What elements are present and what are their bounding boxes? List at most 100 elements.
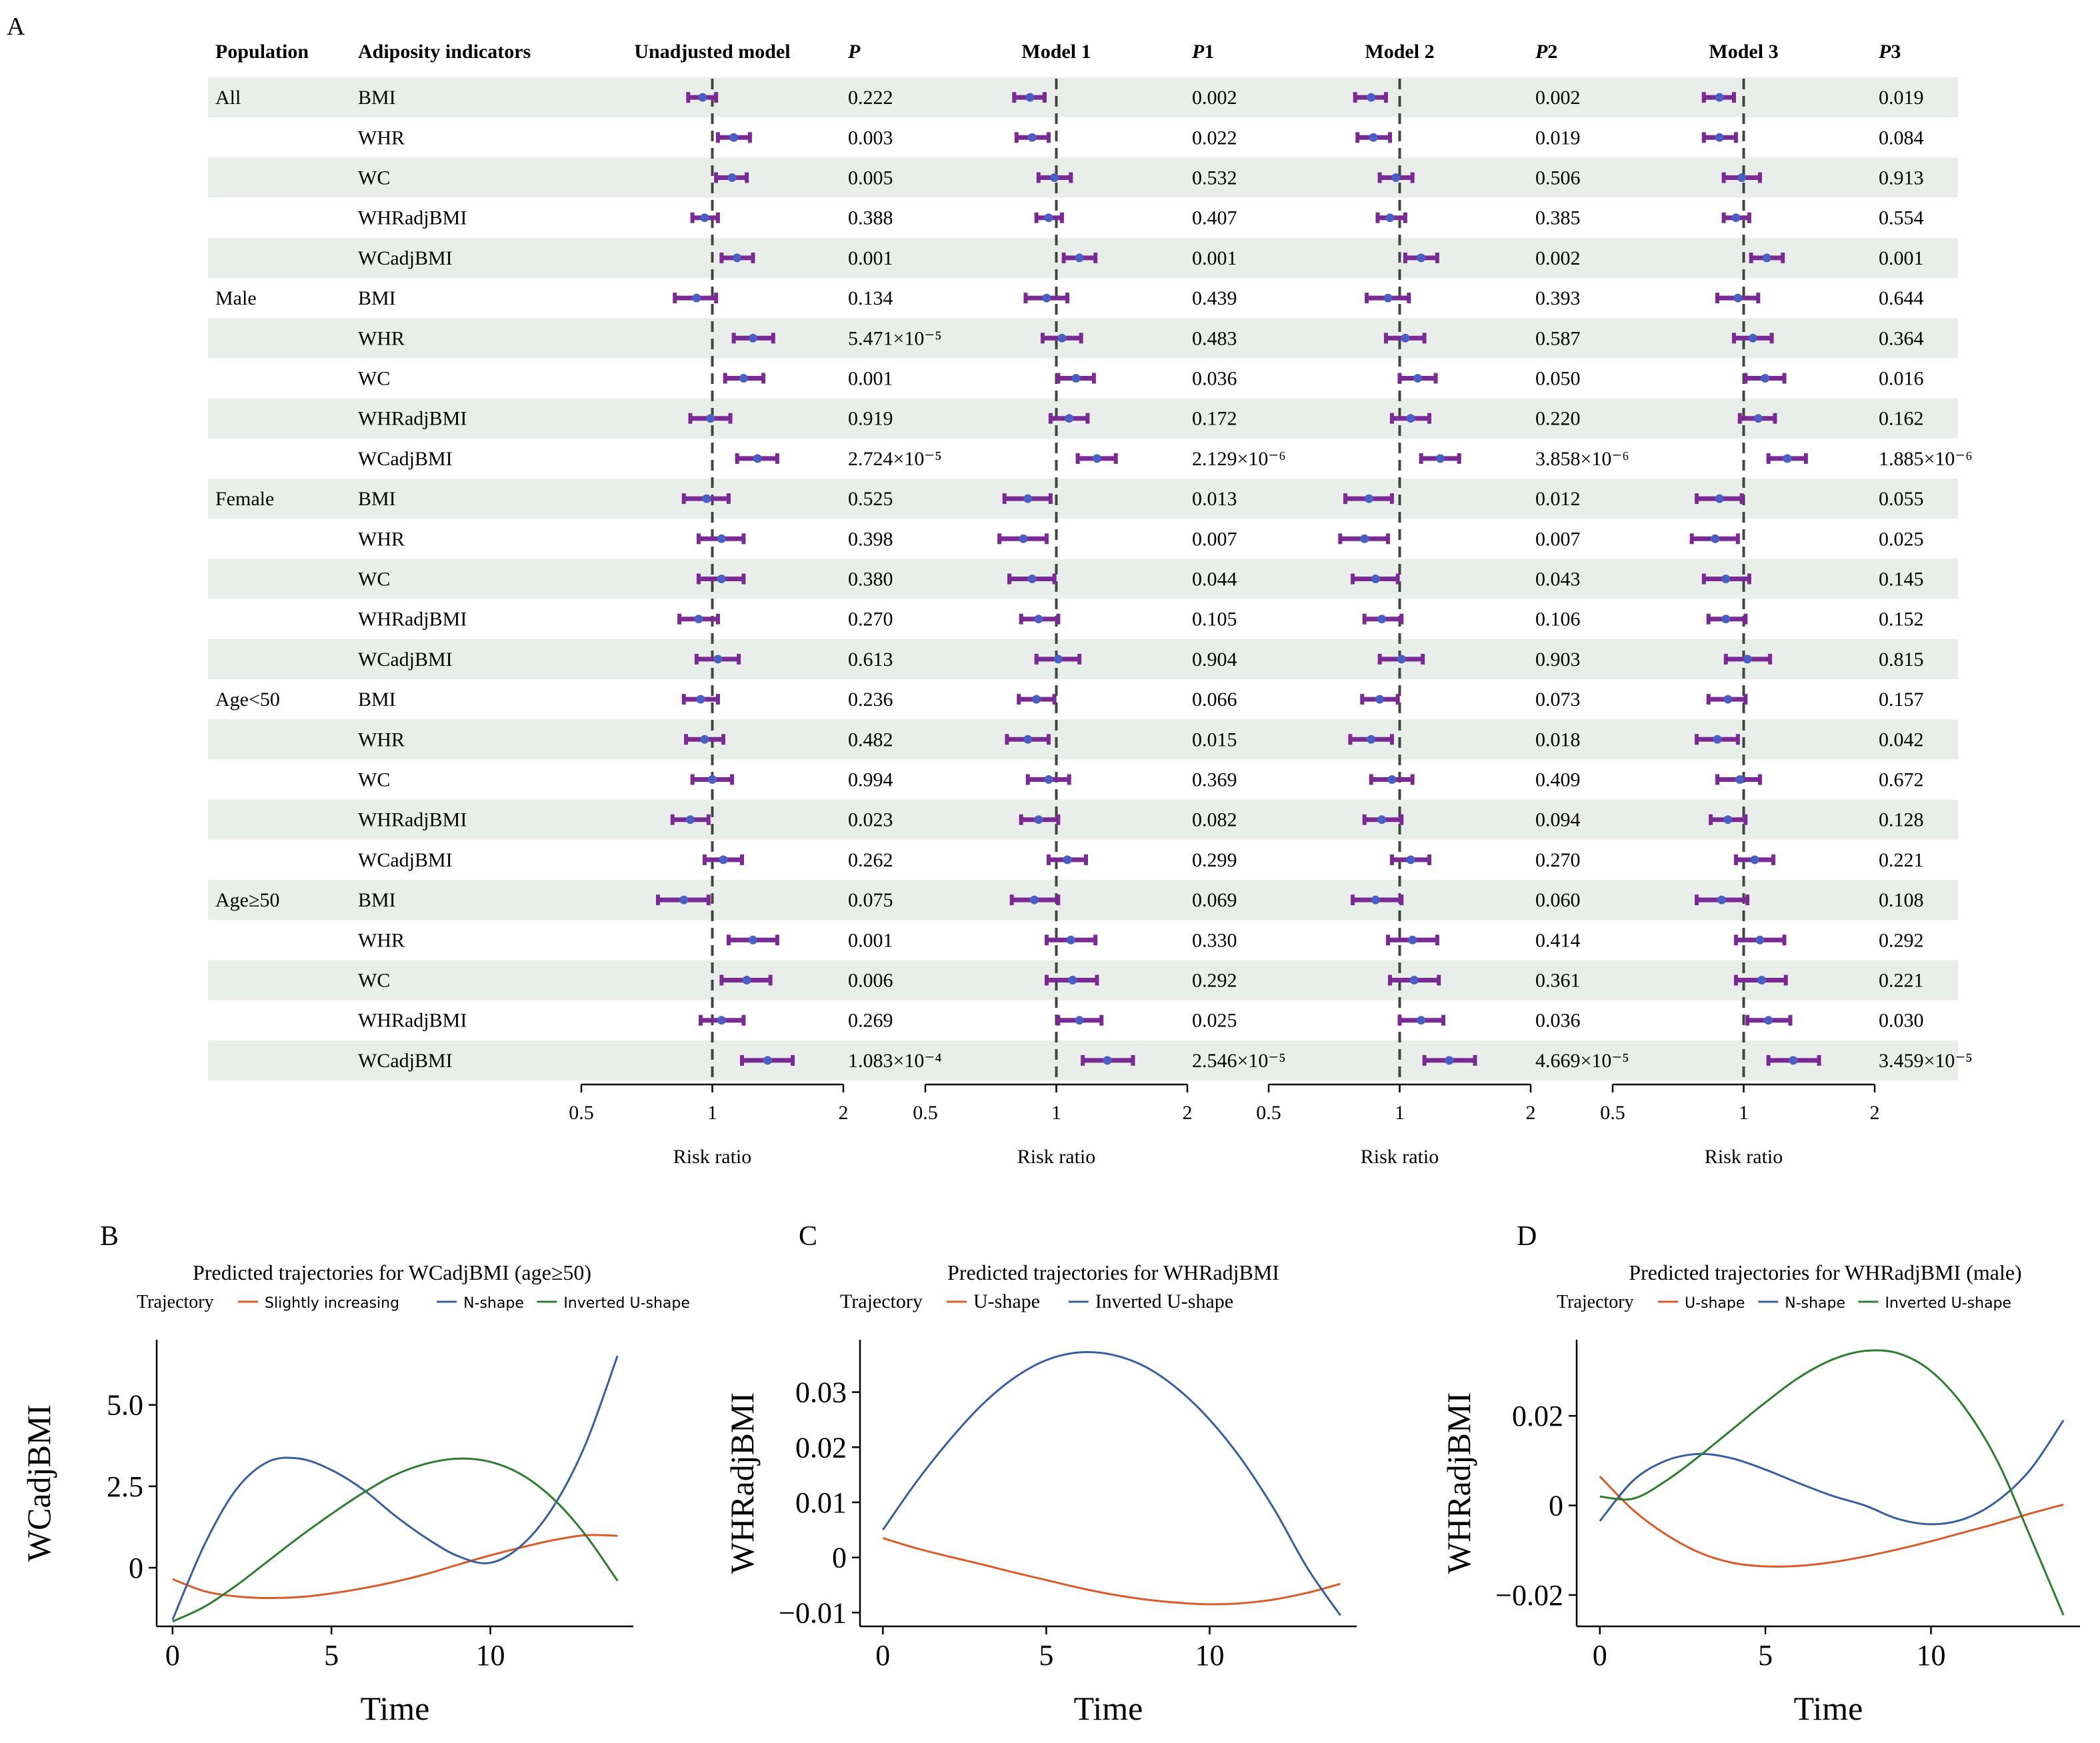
estimate-point xyxy=(1023,494,1033,503)
p-value: 0.013 xyxy=(1192,488,1237,510)
estimate-point xyxy=(1445,1056,1454,1065)
estimate-point xyxy=(700,213,709,223)
indicator-label: WC xyxy=(358,970,390,992)
indicator-label: BMI xyxy=(358,889,396,911)
p-value: 0.299 xyxy=(1192,849,1237,871)
panel-letter: C xyxy=(799,1221,817,1252)
estimate-point xyxy=(1092,454,1101,463)
estimate-point xyxy=(1435,454,1445,463)
p-value: 0.016 xyxy=(1879,368,1924,390)
p-value: 0.055 xyxy=(1879,488,1924,510)
estimate-point xyxy=(763,1056,772,1065)
estimate-point xyxy=(742,976,751,984)
legend-entry: Inverted U-shape xyxy=(1095,1290,1233,1312)
estimate-point xyxy=(1050,173,1059,182)
p-value: 0.380 xyxy=(848,569,893,591)
p-value: 2.129×10⁻⁶ xyxy=(1192,448,1286,470)
header-model-0: Unadjusted model xyxy=(634,41,790,63)
estimate-point xyxy=(1071,374,1081,383)
series-line xyxy=(172,1534,618,1600)
estimate-point xyxy=(702,494,711,503)
estimate-point xyxy=(1025,93,1035,102)
estimate-point xyxy=(1032,695,1041,704)
y-tick-label: 0.02 xyxy=(1512,1400,1563,1432)
y-axis-label: WHRadjBMI xyxy=(723,1392,761,1574)
series-line xyxy=(882,1350,1341,1616)
indicator-label: WHR xyxy=(358,729,405,751)
estimate-point xyxy=(739,374,748,383)
chart-title: Predicted trajectories for WHRadjBMI (ma… xyxy=(1629,1260,2021,1284)
p-value: 5.471×10⁻⁵ xyxy=(848,327,942,349)
estimate-point xyxy=(1103,1056,1112,1065)
estimate-point xyxy=(700,735,709,744)
indicator-label: WHR xyxy=(358,327,405,349)
panel-letter: D xyxy=(1517,1221,1537,1252)
p-value: 0.414 xyxy=(1535,929,1581,951)
estimate-point xyxy=(1075,1016,1084,1025)
p-value: 0.001 xyxy=(848,368,893,390)
header-p-letter: P xyxy=(847,41,861,63)
estimate-point xyxy=(1715,93,1724,102)
p-value: 0.145 xyxy=(1879,569,1924,591)
p-value: 0.003 xyxy=(848,127,893,149)
header-p-0: P xyxy=(847,41,861,63)
x-tick-label: 1 xyxy=(1739,1102,1749,1124)
p-value: 0.030 xyxy=(1879,1010,1924,1032)
estimate-point xyxy=(1401,333,1410,343)
header-model-2: Model 2 xyxy=(1365,41,1434,63)
indicator-label: WHRadjBMI xyxy=(358,609,467,631)
estimate-point xyxy=(748,935,757,944)
p-value: 3.459×10⁻⁵ xyxy=(1879,1050,1973,1072)
p-value: 0.532 xyxy=(1192,167,1237,189)
indicator-label: WHRadjBMI xyxy=(358,408,467,430)
x-tick-label: 0.5 xyxy=(569,1102,594,1124)
estimate-point xyxy=(694,615,703,624)
indicator-label: WC xyxy=(358,368,390,390)
p-value: 0.036 xyxy=(1535,1010,1581,1032)
estimate-point xyxy=(1075,253,1084,263)
x-axis-label-0: Risk ratio xyxy=(673,1146,752,1168)
estimate-point xyxy=(748,333,757,343)
p-value: 0.069 xyxy=(1192,889,1237,911)
p-value: 4.669×10⁻⁵ xyxy=(1535,1050,1629,1072)
p-value: 0.904 xyxy=(1192,649,1237,671)
p-value: 0.644 xyxy=(1879,287,1924,309)
estimate-point xyxy=(717,575,726,583)
p-value: 0.157 xyxy=(1879,689,1924,711)
indicator-label: WCadjBMI xyxy=(358,849,453,871)
indicator-label: WCadjBMI xyxy=(358,649,453,671)
estimate-point xyxy=(1731,213,1741,223)
x-axis-label-1: Risk ratio xyxy=(1017,1146,1096,1168)
estimate-point xyxy=(1377,615,1387,624)
estimate-point xyxy=(1063,855,1072,865)
p-value: 0.108 xyxy=(1879,889,1924,911)
p-value: 0.075 xyxy=(848,889,893,911)
estimate-point xyxy=(1066,935,1075,944)
header-p-letter: P xyxy=(1878,41,1891,63)
estimate-point xyxy=(1764,1016,1773,1025)
header-model-3: Model 3 xyxy=(1709,41,1778,63)
estimate-point xyxy=(1733,293,1743,303)
estimate-point xyxy=(1068,976,1077,984)
estimate-point xyxy=(1371,575,1380,583)
estimate-point xyxy=(1027,133,1037,142)
indicator-label: WCadjBMI xyxy=(358,1050,453,1072)
p-value: 0.482 xyxy=(848,729,893,751)
p-value: 0.815 xyxy=(1879,649,1924,671)
estimate-point xyxy=(1417,1016,1426,1025)
x-tick-label: 0 xyxy=(165,1639,180,1672)
p-value: 0.036 xyxy=(1192,368,1237,390)
estimate-point xyxy=(1757,976,1767,984)
estimate-point xyxy=(1053,655,1063,664)
p-value: 0.007 xyxy=(1535,528,1581,550)
x-tick-label: 1 xyxy=(1051,1102,1061,1124)
estimate-point xyxy=(1413,374,1423,383)
p-value: 0.001 xyxy=(1192,247,1237,269)
header-p-letter: P xyxy=(1535,41,1548,63)
p-value: 2.724×10⁻⁵ xyxy=(848,448,942,470)
panel-c: C Predicted trajectories for WHRadjBMI Tra… xyxy=(723,1221,1357,1727)
population-label: All xyxy=(215,87,241,109)
p-value: 0.025 xyxy=(1192,1010,1237,1032)
estimate-point xyxy=(1789,1056,1798,1065)
indicator-label: WHR xyxy=(358,929,405,951)
